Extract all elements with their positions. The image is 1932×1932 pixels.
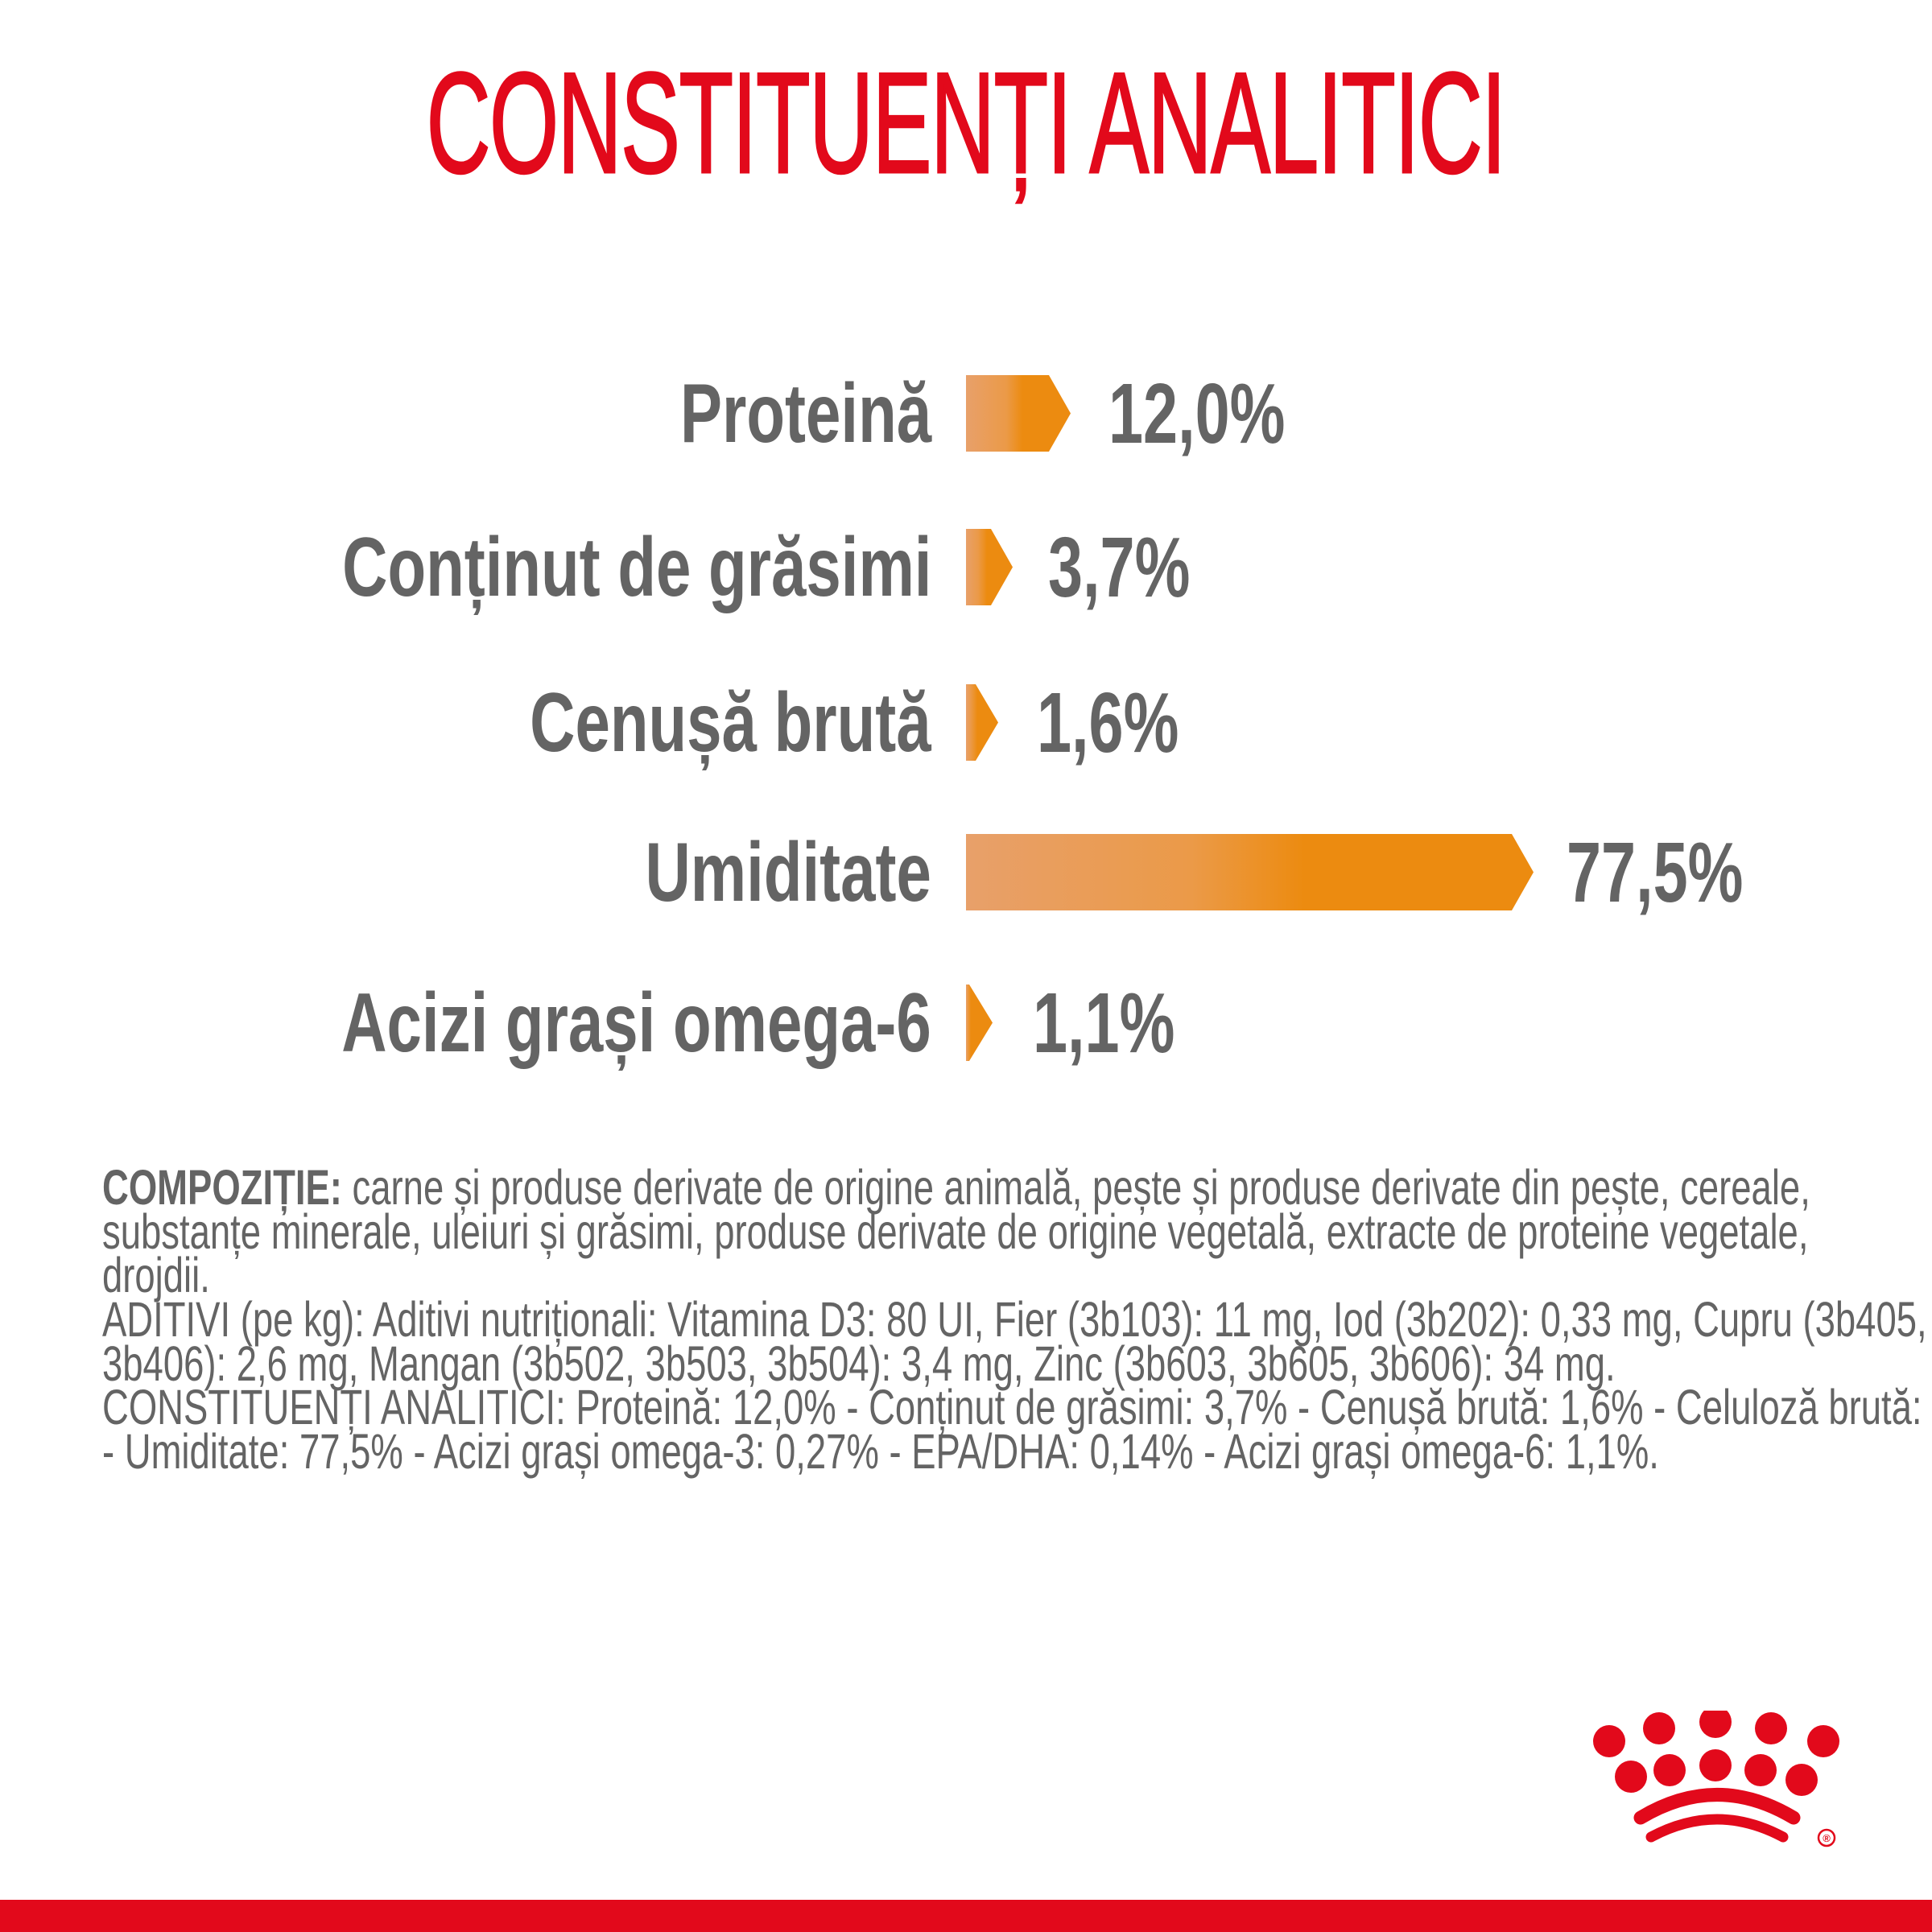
- chart-row-omega6: Acizi grași omega-6 1,1%: [0, 976, 1932, 1071]
- row-value: 3,7%: [1048, 520, 1191, 615]
- composition-line: COMPOZIȚIE: carne și produse derivate de…: [102, 1160, 1810, 1215]
- row-value: 77,5%: [1567, 825, 1744, 920]
- row-label: Proteină: [679, 367, 931, 460]
- row-label: Acizi grași omega-6: [341, 976, 931, 1070]
- bottom-brand-band: [0, 1900, 1932, 1932]
- bar-omega6: [966, 985, 993, 1061]
- chart-row-moisture: Umiditate 77,5%: [0, 825, 1932, 920]
- row-value: 1,1%: [1033, 976, 1175, 1071]
- bar-ash: [966, 684, 998, 761]
- chart-row-fat: Conținut de grăsimi 3,7%: [0, 520, 1932, 615]
- page-title: CONSTITUENȚI ANALITICI: [0, 39, 1932, 208]
- analytical-constituents-line: CONSTITUENȚI ANALITICI: Proteină: 12,0% …: [102, 1380, 1932, 1435]
- row-value: 12,0%: [1108, 366, 1286, 461]
- analytical-constituents-line: - Umiditate: 77,5% - Acizi grași omega-3…: [102, 1424, 1659, 1480]
- composition-text: COMPOZIȚIE: carne și produse derivate de…: [102, 1160, 1932, 1480]
- composition-line: substanțe minerale, uleiuri și grăsimi, …: [102, 1203, 1809, 1259]
- bar-protein: [966, 375, 1071, 452]
- crown-logo-icon: ®: [1593, 1711, 1839, 1847]
- additives-line: 3b406): 2,6 mg, Mangan (3b502, 3b503, 3b…: [102, 1335, 1616, 1391]
- row-label: Conținut de grăsimi: [341, 521, 931, 614]
- row-label: Umiditate: [645, 826, 931, 919]
- composition-heading: COMPOZIȚIE:: [102, 1160, 342, 1215]
- registered-mark: ®: [1823, 1832, 1831, 1844]
- row-value: 1,6%: [1037, 675, 1179, 770]
- chart-row-protein: Proteină 12,0%: [0, 366, 1932, 461]
- bar-fat: [966, 529, 1013, 605]
- title-text: CONSTITUENȚI ANALITICI: [426, 42, 1507, 204]
- additives-line: ADITIVI (pe kg): Aditivi nutriționali: V…: [102, 1292, 1927, 1348]
- row-label: Cenușă brută: [530, 676, 931, 770]
- bar-moisture: [966, 834, 1534, 910]
- chart-row-ash: Cenușă brută 1,6%: [0, 675, 1932, 770]
- composition-line: drojdii.: [102, 1248, 210, 1303]
